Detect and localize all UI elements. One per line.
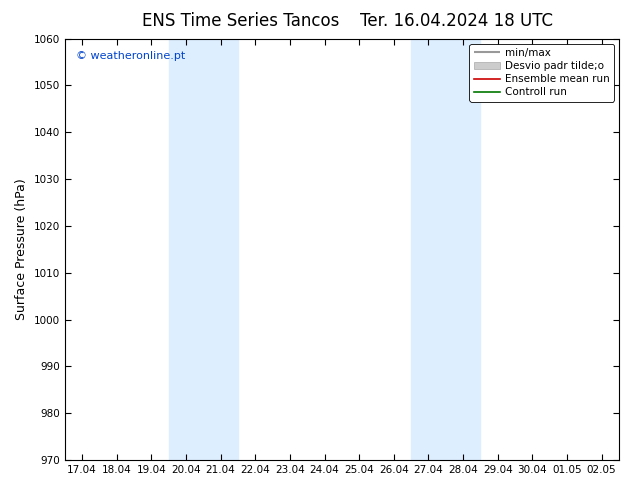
Text: Ter. 16.04.2024 18 UTC: Ter. 16.04.2024 18 UTC — [360, 12, 553, 30]
Legend: min/max, Desvio padr tilde;o, Ensemble mean run, Controll run: min/max, Desvio padr tilde;o, Ensemble m… — [469, 44, 614, 101]
Y-axis label: Surface Pressure (hPa): Surface Pressure (hPa) — [15, 178, 28, 320]
Text: © weatheronline.pt: © weatheronline.pt — [75, 51, 185, 61]
Bar — [169, 39, 238, 460]
Bar — [411, 39, 481, 460]
Text: ENS Time Series Tancos: ENS Time Series Tancos — [142, 12, 340, 30]
